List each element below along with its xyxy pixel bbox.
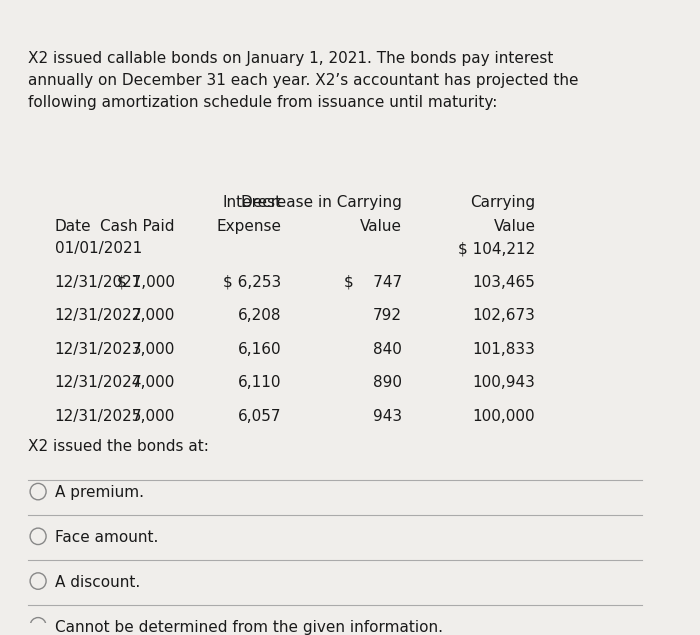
- Text: Value: Value: [360, 219, 402, 234]
- Text: 792: 792: [373, 308, 402, 323]
- Text: $ 6,253: $ 6,253: [223, 275, 281, 290]
- Text: Expense: Expense: [217, 219, 281, 234]
- Text: 7,000: 7,000: [132, 308, 175, 323]
- Text: 7,000: 7,000: [132, 375, 175, 391]
- Text: A premium.: A premium.: [55, 485, 144, 500]
- Text: 12/31/2023: 12/31/2023: [55, 342, 142, 357]
- Text: 102,673: 102,673: [473, 308, 536, 323]
- Text: $ 7,000: $ 7,000: [117, 275, 175, 290]
- Text: 7,000: 7,000: [132, 342, 175, 357]
- Text: 840: 840: [373, 342, 402, 357]
- Text: 6,160: 6,160: [238, 342, 281, 357]
- Text: Date: Date: [55, 219, 92, 234]
- Text: Cannot be determined from the given information.: Cannot be determined from the given info…: [55, 620, 443, 634]
- Text: Interest: Interest: [223, 194, 281, 210]
- Text: 12/31/2025: 12/31/2025: [55, 409, 142, 424]
- Text: 943: 943: [373, 409, 402, 424]
- Text: 103,465: 103,465: [473, 275, 536, 290]
- Text: 100,000: 100,000: [473, 409, 536, 424]
- Text: 6,110: 6,110: [238, 375, 281, 391]
- Text: Value: Value: [494, 219, 536, 234]
- Text: 6,057: 6,057: [238, 409, 281, 424]
- Text: 100,943: 100,943: [473, 375, 536, 391]
- Text: 12/31/2024: 12/31/2024: [55, 375, 142, 391]
- Text: 01/01/2021: 01/01/2021: [55, 241, 142, 256]
- Text: $ 104,212: $ 104,212: [458, 241, 536, 256]
- Text: Decrease in Carrying: Decrease in Carrying: [241, 194, 402, 210]
- Text: X2 issued callable bonds on January 1, 2021. The bonds pay interest
annually on : X2 issued callable bonds on January 1, 2…: [28, 51, 579, 110]
- Text: X2 issued the bonds at:: X2 issued the bonds at:: [28, 439, 209, 454]
- Text: 101,833: 101,833: [473, 342, 536, 357]
- Text: 890: 890: [373, 375, 402, 391]
- Text: Carrying: Carrying: [470, 194, 536, 210]
- Text: 7,000: 7,000: [132, 409, 175, 424]
- Text: Cash Paid: Cash Paid: [100, 219, 175, 234]
- Text: A discount.: A discount.: [55, 575, 140, 590]
- Text: Face amount.: Face amount.: [55, 530, 158, 545]
- Text: 6,208: 6,208: [238, 308, 281, 323]
- Text: $    747: $ 747: [344, 275, 402, 290]
- Text: 12/31/2021: 12/31/2021: [55, 275, 142, 290]
- Text: 12/31/2022: 12/31/2022: [55, 308, 142, 323]
